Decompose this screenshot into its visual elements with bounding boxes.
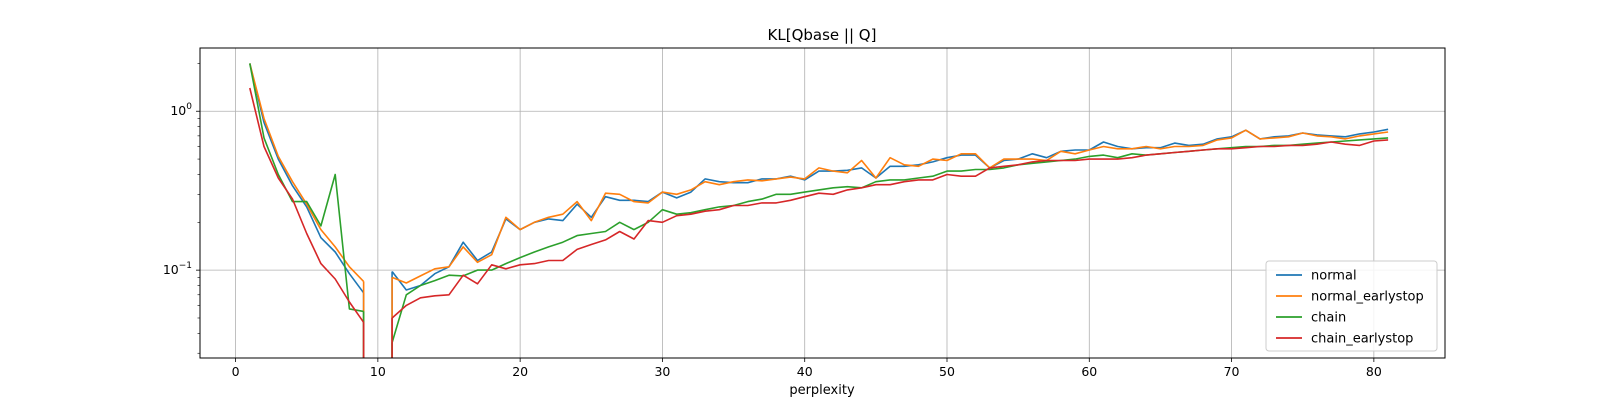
series-lines — [249, 63, 1389, 358]
legend-label-normal_earlystop: normal_earlystop — [1311, 290, 1424, 305]
plot-frame — [199, 47, 1446, 359]
chart-title: KL[Qbase || Q] — [768, 26, 877, 44]
x-tick-label: 60 — [1081, 364, 1097, 379]
legend-label-normal: normal — [1311, 269, 1357, 284]
legend-box — [1265, 260, 1438, 352]
grid — [200, 48, 1445, 358]
x-tick-label: 80 — [1366, 364, 1382, 379]
x-tick-label: 40 — [797, 364, 813, 379]
x-tick-label: 20 — [512, 364, 528, 379]
series-line-chain_earlystop — [249, 87, 1389, 323]
x-tick-label: 30 — [654, 364, 670, 379]
legend-label-chain_earlystop: chain_earlystop — [1311, 332, 1413, 347]
legend-label-chain: chain — [1311, 311, 1346, 326]
x-tick-label: 10 — [370, 364, 386, 379]
x-tick-label: 50 — [939, 364, 955, 379]
x-axis-label: perplexity — [789, 383, 855, 398]
y-tick-label: 10−1 — [163, 261, 192, 277]
x-tick-label: 70 — [1224, 364, 1240, 379]
x-tick-label: 0 — [232, 364, 240, 379]
axis-ticks: 0 10 20 30 40 50 60 70 80 10−1 100 — [163, 63, 1382, 379]
y-tick-label: 100 — [170, 102, 192, 118]
